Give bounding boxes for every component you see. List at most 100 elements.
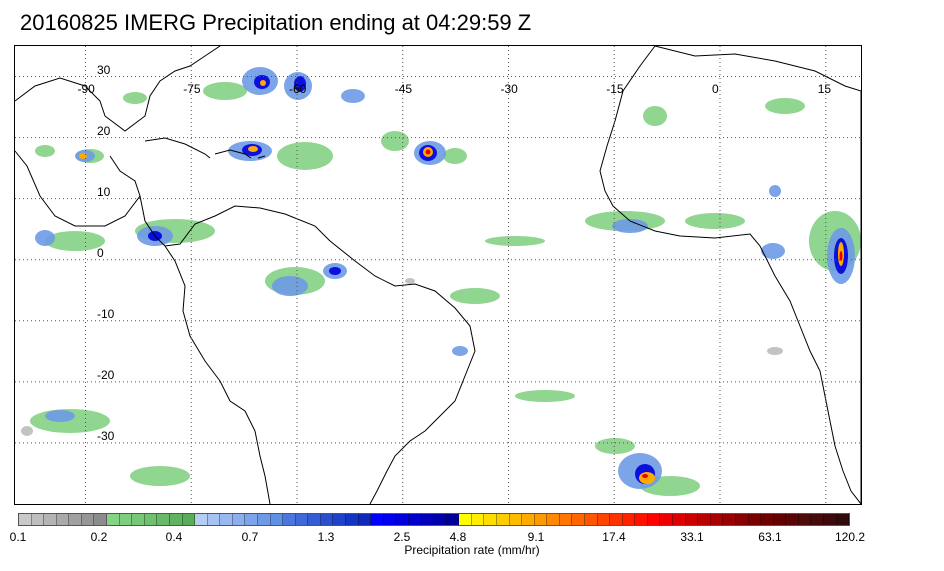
latitude-tick-label: 30 <box>97 62 111 77</box>
colorbar-swatch <box>245 514 258 525</box>
colorbar-swatch <box>660 514 674 525</box>
colorbar-swatch <box>811 514 824 525</box>
colorbar-swatch <box>333 514 347 525</box>
colorbar-swatch <box>597 514 611 525</box>
longitude-tick-label: 15 <box>817 82 832 96</box>
colorbar-swatch <box>635 514 648 525</box>
colorbar-tick-labels: 0.1 0.2 0.4 0.7 1.3 2.5 4.8 9.1 17.4 33.1 63.1 120.… <box>10 530 865 544</box>
colorbar-swatch <box>610 514 623 525</box>
colorbar-swatch <box>408 514 422 525</box>
colorbar-swatch <box>471 514 485 525</box>
colorbar-swatch <box>622 514 636 525</box>
colorbar-swatch <box>383 514 397 525</box>
latitude-tick-label: -10 <box>97 306 115 321</box>
colorbar-swatch <box>509 514 523 525</box>
longitude-tick-label: -75 <box>183 82 201 96</box>
colorbar-swatch <box>220 514 233 525</box>
colorbar-swatch <box>44 514 57 525</box>
colorbar-swatch <box>295 514 309 525</box>
colorbar-swatch <box>585 514 598 525</box>
colorbar-swatch <box>19 514 32 525</box>
colorbar-swatch <box>94 514 108 525</box>
colorbar-swatch <box>69 514 82 525</box>
colorbar-swatch <box>459 514 472 525</box>
colorbar-swatch <box>559 514 573 525</box>
colorbar-swatch <box>761 514 774 525</box>
colorbar-tick-label: 0.7 <box>241 530 259 544</box>
colorbar-tick-label: 33.1 <box>680 530 704 544</box>
colorbar-swatch <box>748 514 762 525</box>
colorbar-swatch <box>446 514 460 525</box>
colorbar-tick-label: 4.8 <box>449 530 467 544</box>
colorbar-tick-label: 120.2 <box>834 530 866 544</box>
colorbar-swatch <box>169 514 183 525</box>
colorbar-swatch <box>547 514 560 525</box>
colorbar-swatch <box>698 514 711 525</box>
colorbar-tick-label: 17.4 <box>602 530 626 544</box>
colorbar-swatch <box>836 514 850 525</box>
colorbar-swatch <box>735 514 749 525</box>
colorbar-swatch <box>421 514 435 525</box>
colorbar-swatch <box>710 514 724 525</box>
colorbar-swatch <box>257 514 271 525</box>
colorbar-swatch <box>346 514 359 525</box>
latitude-tick-label: -20 <box>97 367 115 382</box>
map-canvas <box>15 46 861 504</box>
colorbar-swatch <box>396 514 409 525</box>
colorbar-swatch <box>798 514 812 525</box>
colorbar-tick-label: 0.1 <box>9 530 27 544</box>
longitude-tick-label: -60 <box>289 82 307 96</box>
colorbar-swatch <box>484 514 497 525</box>
colorbar-swatch <box>195 514 208 525</box>
colorbar-swatch <box>132 514 145 525</box>
colorbar-swatch <box>308 514 321 525</box>
map-panel: -90 -75 -60 -45 -30 -15 0 15 30 20 10 0 -10 -20 -30 <box>14 45 862 505</box>
colorbar-swatch <box>685 514 699 525</box>
longitude-tick-label: -30 <box>500 82 518 96</box>
colorbar-swatch <box>522 514 535 525</box>
colorbar-swatch <box>119 514 133 525</box>
colorbar-tick-label: 2.5 <box>393 530 411 544</box>
colorbar-swatch <box>107 514 120 525</box>
colorbar-swatch <box>496 514 510 525</box>
colorbar-swatch <box>207 514 221 525</box>
colorbar-swatch <box>371 514 384 525</box>
colorbar-tick-label: 63.1 <box>758 530 782 544</box>
colorbar-swatch <box>534 514 548 525</box>
latitude-tick-label: 20 <box>97 123 111 138</box>
colorbar-swatch <box>144 514 158 525</box>
precipitation-field <box>21 67 861 496</box>
latitude-tick-label: 0 <box>97 245 104 260</box>
colorbar-swatch <box>786 514 799 525</box>
colorbar-swatch <box>572 514 586 525</box>
colorbar-swatch <box>824 514 837 525</box>
colorbar-tick-label: 9.1 <box>527 530 545 544</box>
colorbar-swatch <box>157 514 170 525</box>
colorbar-swatch <box>182 514 196 525</box>
colorbar-swatch <box>270 514 284 525</box>
lat-lon-grid <box>15 46 861 504</box>
colorbar-swatch <box>673 514 686 525</box>
figure-title: 20160825 IMERG Precipitation ending at 0… <box>20 10 532 35</box>
colorbar-swatch <box>283 514 296 525</box>
colorbar-tick-label: 1.3 <box>317 530 335 544</box>
colorbar-swatch <box>647 514 661 525</box>
longitude-tick-label: 0 <box>712 82 719 96</box>
colorbar-swatch <box>232 514 246 525</box>
coastlines <box>15 46 861 504</box>
colorbar-swatch <box>358 514 372 525</box>
colorbar-swatch <box>31 514 45 525</box>
latitude-tick-label: 10 <box>97 184 111 199</box>
longitude-tick-label: -45 <box>394 82 413 96</box>
colorbar-swatch <box>773 514 787 525</box>
colorbar-tick-label: 0.2 <box>90 530 108 544</box>
colorbar <box>18 513 850 526</box>
longitude-tick-label: -90 <box>77 82 95 96</box>
colorbar-swatch <box>320 514 334 525</box>
latitude-tick-label: -30 <box>97 428 115 443</box>
colorbar-swatch <box>56 514 70 525</box>
colorbar-swatch <box>723 514 736 525</box>
colorbar-swatch <box>81 514 95 525</box>
longitude-tick-label: -15 <box>606 82 624 96</box>
